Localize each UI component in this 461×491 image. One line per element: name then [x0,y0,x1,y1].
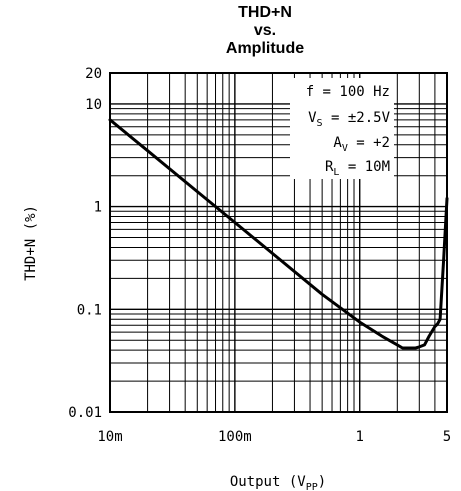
grid-lines [109,72,448,413]
y-tick-label: 0.1 [77,302,102,318]
annotation-frequency: f = 100 Hz [306,84,390,100]
annotation-av-subscript: V [342,143,348,154]
y-axis-label: THD+N (%) [23,205,39,281]
y-tick-label: 10 [85,97,102,113]
annotation-gain: AV = +2 [333,135,390,154]
x-axis-label-main: Output (V [230,474,306,490]
annotation-vs-symbol: V [308,110,317,126]
x-tick-label: 100m [218,429,252,445]
y-tick-label: 0.01 [68,405,102,421]
annotation-av-value: = +2 [348,135,390,151]
annotation-vs-subscript: S [317,118,323,129]
thdn-curve [108,118,449,350]
x-tick-label: 10m [97,429,122,445]
x-tick-label: 1 [356,429,364,445]
chart-title-line-1: THD+N [238,4,292,21]
x-axis-label-subscript: PP [306,482,318,491]
annotation-rl-symbol: R [325,159,334,175]
y-tick-label: 20 [85,66,102,82]
conditions-box: f = 100 Hz VS = ±2.5V AV = +2 RL = 10M [290,78,394,179]
x-tick-labels: 10m 100m 1 5 [97,429,451,445]
annotation-load: RL = 10M [325,159,390,178]
x-tick-label: 5 [443,429,451,445]
y-tick-labels: 0.01 0.1 1 10 20 [68,66,102,421]
annotation-rl-value: = 10M [339,159,390,175]
chart-title-line-2: vs. [254,22,276,39]
annotation-rl-subscript: L [333,167,339,178]
y-tick-label: 1 [94,200,102,216]
annotation-vs-value: = ±2.5V [323,110,391,126]
chart-title-line-3: Amplitude [226,40,304,57]
x-axis-label-close: ) [318,474,326,490]
x-axis-label: Output (VPP) [230,474,326,491]
conditions-box-background [290,78,394,179]
plot-frame [109,72,448,413]
annotation-av-symbol: A [333,135,342,151]
annotation-supply-voltage: VS = ±2.5V [308,110,390,129]
